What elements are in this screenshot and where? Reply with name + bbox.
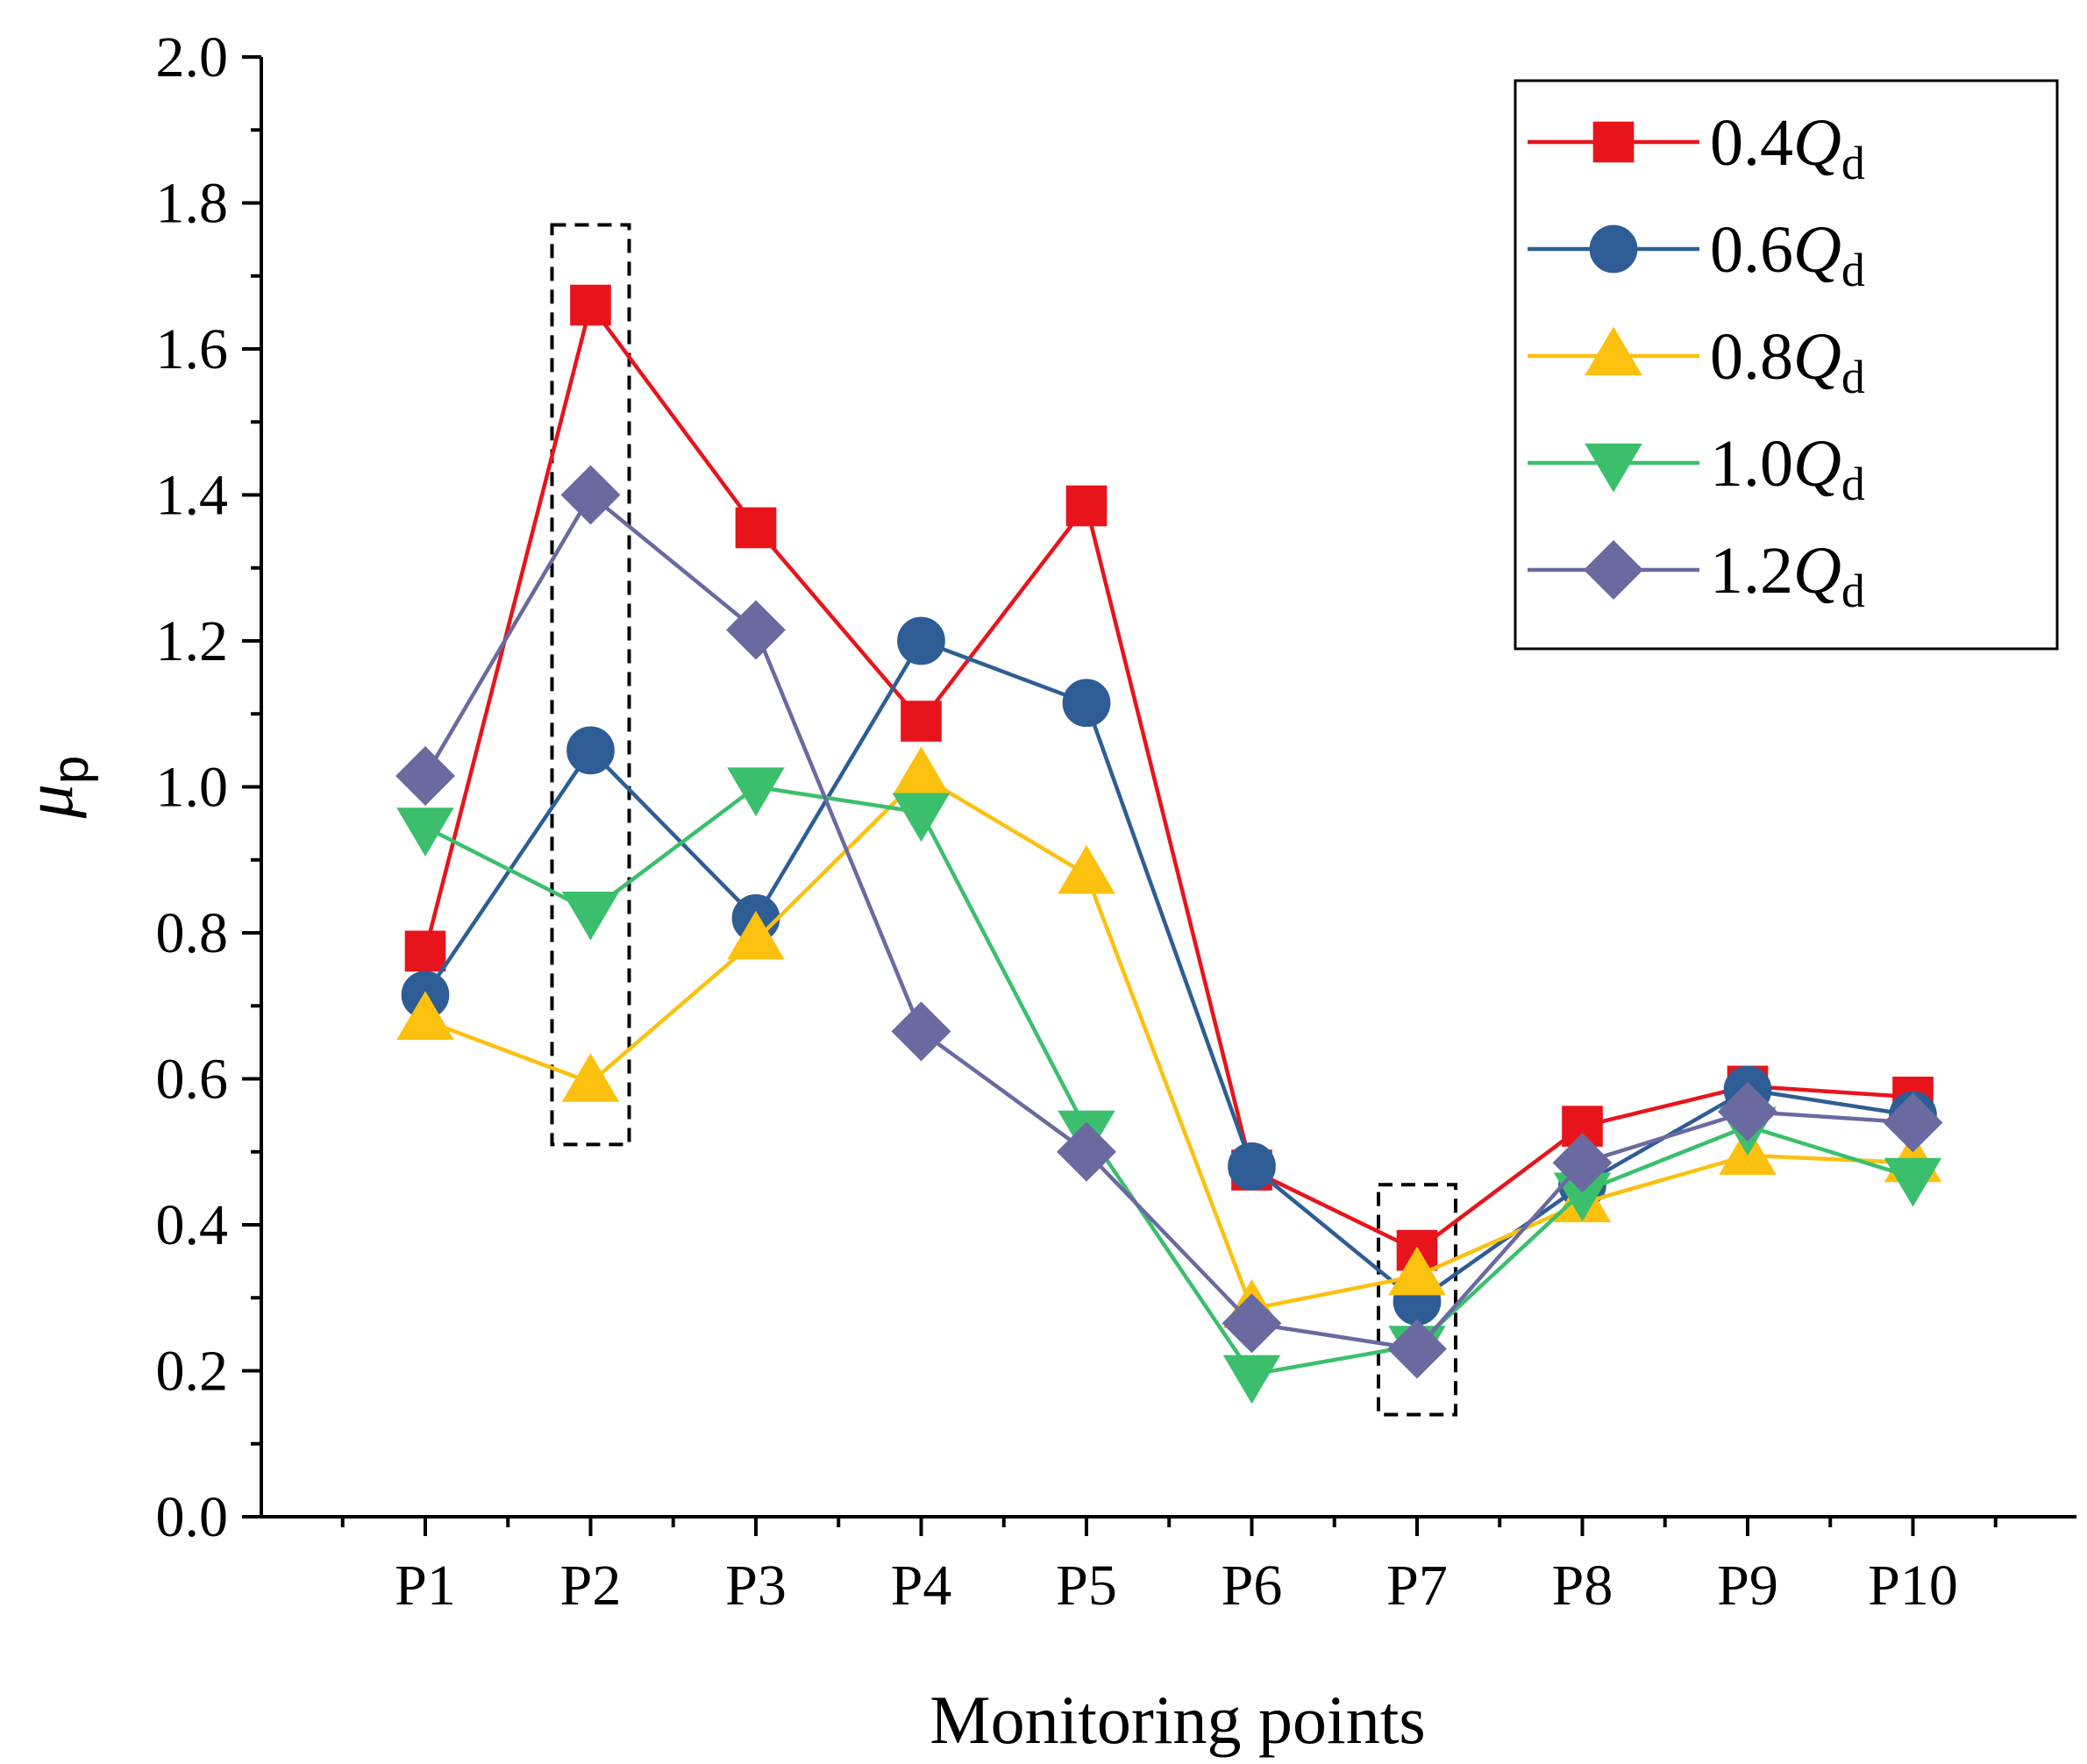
triangle-down-marker xyxy=(1585,443,1642,493)
square-marker xyxy=(901,701,942,742)
diamond-marker xyxy=(1584,540,1643,600)
y-axis-subscript: p xyxy=(42,756,99,784)
x-tick-label: P10 xyxy=(1868,1554,1958,1618)
x-tick-label: P3 xyxy=(725,1554,787,1618)
series-line xyxy=(424,638,1913,1304)
x-tick-label: P5 xyxy=(1056,1554,1117,1618)
legend-label: 0.4Qd xyxy=(1710,106,1865,189)
diamond-marker xyxy=(1387,1319,1447,1379)
legend-label: 1.2Qd xyxy=(1710,534,1865,617)
legend-label: 0.6Qd xyxy=(1710,213,1865,296)
square-marker xyxy=(735,507,777,549)
circle-marker xyxy=(897,616,945,665)
series-1.2Qd xyxy=(395,465,1943,1379)
dashed-highlight-box xyxy=(550,223,631,1147)
x-tick-label: P1 xyxy=(395,1554,456,1618)
triangle-down-marker xyxy=(1222,1355,1281,1405)
diamond-marker xyxy=(395,746,455,806)
y-axis-symbol: μ xyxy=(11,784,87,819)
y-tick-label: 1.0 xyxy=(156,756,229,820)
diamond-marker xyxy=(1883,1092,1943,1153)
series-line xyxy=(424,785,1914,1376)
diamond-marker xyxy=(1552,1133,1613,1193)
triangle-down-marker xyxy=(396,807,454,857)
y-tick-label: 0.8 xyxy=(156,901,229,965)
series-layer xyxy=(395,284,1943,1405)
legend-entry: 1.0Qd xyxy=(1528,427,1865,510)
x-tick-label: P9 xyxy=(1717,1554,1778,1618)
square-marker xyxy=(1065,485,1108,527)
y-tick-label: 0.4 xyxy=(156,1193,229,1257)
circle-marker xyxy=(566,726,615,775)
x-tick-label: P2 xyxy=(560,1554,622,1618)
axes: 0.0 0.2 0.4 0.6 0.8 1.0 1.2 1.4 1.6 1.8 2.0 P1 P2 P3 P… xyxy=(156,25,2076,1618)
circle-marker xyxy=(1589,224,1638,274)
square-marker xyxy=(570,284,611,326)
y-tick-label: 1.4 xyxy=(156,464,229,528)
triangle-up-marker xyxy=(396,991,454,1040)
triangle-down-marker xyxy=(727,767,785,817)
series-0.6Qd xyxy=(401,616,1937,1326)
diamond-marker xyxy=(560,465,621,525)
legend-entry: 0.4Qd xyxy=(1528,106,1865,189)
x-tick-label: P7 xyxy=(1386,1554,1448,1618)
triangle-up-marker xyxy=(1585,326,1642,376)
square-marker xyxy=(1592,121,1635,163)
circle-marker xyxy=(1228,1142,1276,1191)
series-line xyxy=(424,493,1913,1351)
series-line xyxy=(423,302,1913,1253)
diamond-marker xyxy=(726,600,786,660)
y-tick-label: 1.8 xyxy=(156,172,229,236)
square-marker xyxy=(404,930,446,972)
x-tick-label: P8 xyxy=(1552,1554,1613,1618)
legend: 0.4Qd 0.6Qd 0.8Qd 1.0Qd 1.2Qd xyxy=(1514,79,2059,651)
legend-label: 0.8Qd xyxy=(1710,320,1865,403)
legend-entry: 0.6Qd xyxy=(1528,213,1865,296)
x-axis-title: Monitoring points xyxy=(930,1682,1426,1758)
legend-entry: 0.8Qd xyxy=(1528,320,1865,403)
circle-marker xyxy=(1062,679,1111,728)
triangle-up-marker xyxy=(561,1053,620,1102)
y-axis-title: μp xyxy=(11,756,99,819)
y-tick-label: 0.2 xyxy=(156,1340,229,1404)
triangle-up-marker xyxy=(1058,844,1115,894)
legend-label: 1.0Qd xyxy=(1710,427,1865,510)
triangle-up-marker xyxy=(727,910,785,960)
triangle-down-marker xyxy=(1884,1157,1942,1207)
annotations-layer xyxy=(550,223,1457,1417)
diamond-marker xyxy=(1057,1121,1116,1182)
diamond-marker xyxy=(1222,1293,1282,1354)
y-tick-label: 0.0 xyxy=(156,1485,229,1549)
y-tick-label: 0.6 xyxy=(156,1048,229,1112)
triangle-up-marker xyxy=(1388,1246,1446,1296)
y-tick-label: 2.0 xyxy=(156,25,229,89)
x-tick-label: P6 xyxy=(1222,1554,1283,1618)
triangle-up-marker xyxy=(892,746,951,796)
series-line xyxy=(424,773,1913,1311)
triangle-down-marker xyxy=(892,793,951,843)
legend-entry: 1.2Qd xyxy=(1528,534,1865,617)
triangle-down-marker xyxy=(561,891,620,941)
y-tick-label: 1.6 xyxy=(156,317,229,381)
y-tick-label: 1.2 xyxy=(156,609,229,673)
dashed-highlight-box xyxy=(1377,1183,1457,1417)
diamond-marker xyxy=(1718,1081,1777,1142)
x-tick-label: P4 xyxy=(891,1554,952,1618)
diamond-marker xyxy=(891,1001,951,1062)
